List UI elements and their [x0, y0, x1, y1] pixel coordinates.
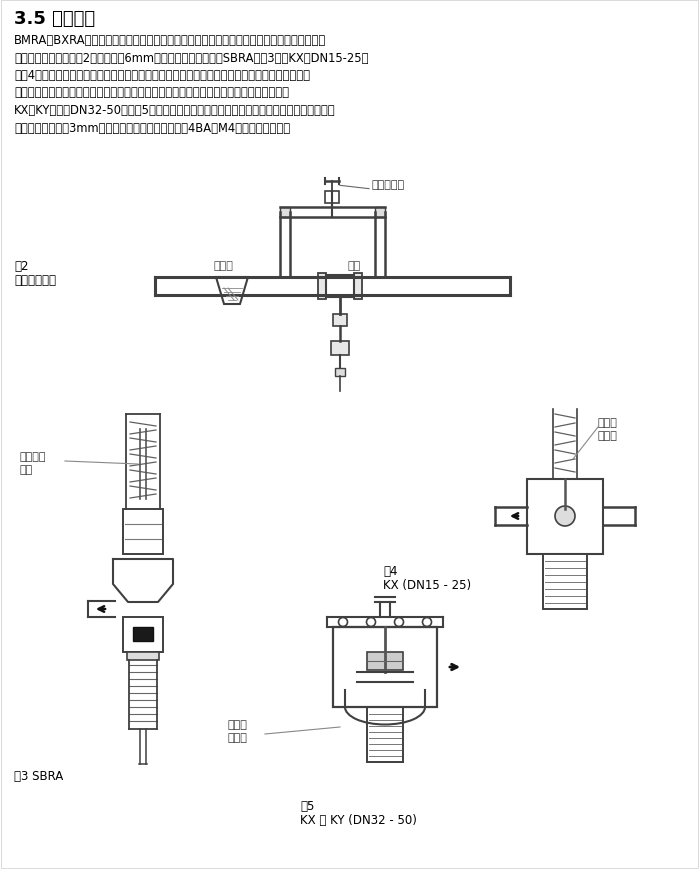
Text: 泄流孔: 泄流孔 [598, 430, 618, 441]
Bar [133, 627, 153, 641]
Text: 过滤器: 过滤器 [214, 261, 234, 270]
Bar [367, 653, 403, 670]
Bar [333, 315, 347, 327]
Text: 典型旁路安装: 典型旁路安装 [14, 274, 56, 287]
Bar [543, 554, 587, 609]
Bar [333, 627, 437, 707]
Text: KX和KY阀门（DN32-50）（图5）可提供带有泄流孔和无泄流孔的阀门。带有泄流孔的阀门在: KX和KY阀门（DN32-50）（图5）可提供带有泄流孔和无泄流孔的阀门。带有泄… [14, 104, 336, 116]
Text: 应使用带有泄流孔的阀门。此时，泄流孔是固定的。其他情况下，应安装无泄流孔的阀门。: 应使用带有泄流孔的阀门。此时，泄流孔是固定的。其他情况下，应安装无泄流孔的阀门。 [14, 86, 289, 99]
Circle shape [338, 618, 347, 627]
Circle shape [555, 507, 575, 527]
Bar [335, 368, 345, 376]
Circle shape [394, 618, 403, 627]
Bar [331, 342, 349, 355]
Circle shape [366, 618, 375, 627]
Bar [527, 480, 603, 554]
Bar [375, 208, 385, 218]
Text: 可选择泄: 可选择泄 [20, 452, 47, 461]
Text: 图5: 图5 [300, 799, 315, 812]
Text: BMRA和BXRA阀为常闭阀。当用于冷却控制时，感应器必须有流量经过。可在阀门上安装小口: BMRA和BXRA阀为常闭阀。当用于冷却控制时，感应器必须有流量经过。可在阀门上… [14, 34, 326, 47]
Text: 图3 SBRA: 图3 SBRA [14, 769, 63, 782]
Bar [123, 617, 163, 653]
Text: （图4）阀可提供带有泄流孔和无泄流孔的阀门。用于冷却控制时，感应器安装在冷却液管路中，: （图4）阀可提供带有泄流孔和无泄流孔的阀门。用于冷却控制时，感应器安装在冷却液管… [14, 69, 310, 82]
Text: 阀门: 阀门 [348, 261, 361, 270]
Text: 可选择: 可选择 [598, 417, 618, 428]
Text: KX (DN15 - 25): KX (DN15 - 25) [383, 579, 471, 591]
Bar [123, 509, 163, 554]
Bar [127, 653, 159, 660]
Circle shape [422, 618, 431, 627]
Text: 流孔: 流孔 [20, 464, 34, 474]
Bar [325, 192, 339, 203]
Bar [354, 274, 362, 300]
Text: 图4: 图4 [383, 564, 398, 577]
Bar [318, 274, 326, 300]
Text: 图2: 图2 [14, 260, 29, 273]
Text: 径的旁通来实现，如图2。通常使用6mm管和手动控制阀即可。SBRA（图3）和KX（DN15-25）: 径的旁通来实现，如图2。通常使用6mm管和手动控制阀即可。SBRA（图3）和KX… [14, 51, 368, 64]
Bar [280, 208, 290, 218]
Bar [326, 275, 354, 298]
Text: 泄流孔: 泄流孔 [228, 733, 248, 742]
Text: 可选择: 可选择 [228, 720, 248, 729]
Text: 3.5 恒定泄流: 3.5 恒定泄流 [14, 10, 95, 28]
Text: KX 和 KY (DN32 - 50): KX 和 KY (DN32 - 50) [300, 813, 417, 826]
Text: 小口径旁通: 小口径旁通 [372, 180, 405, 189]
Polygon shape [216, 278, 248, 305]
Text: 进出口之间有一个3mm的孔。在阀门安装之前，可用4BA或M4螺丝将该孔关闭。: 进出口之间有一个3mm的孔。在阀门安装之前，可用4BA或M4螺丝将该孔关闭。 [14, 122, 290, 135]
